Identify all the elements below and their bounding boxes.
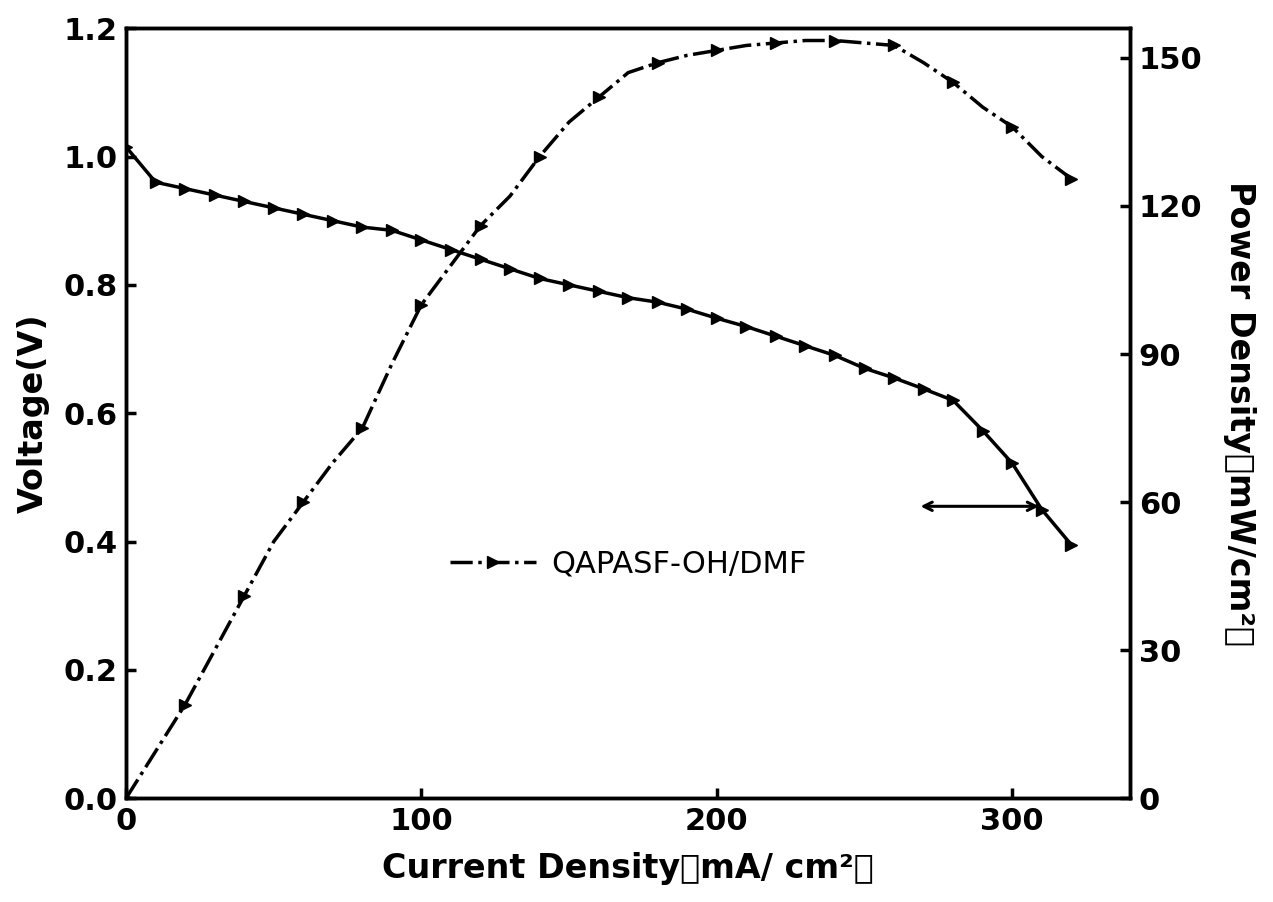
X-axis label: Current Density（mA/ cm²）: Current Density（mA/ cm²） <box>382 852 875 886</box>
Y-axis label: Voltage(V): Voltage(V) <box>17 313 50 513</box>
Legend: QAPASF-OH/DMF: QAPASF-OH/DMF <box>438 537 819 591</box>
Y-axis label: Power Density（mW/cm²）: Power Density（mW/cm²） <box>1223 180 1256 646</box>
